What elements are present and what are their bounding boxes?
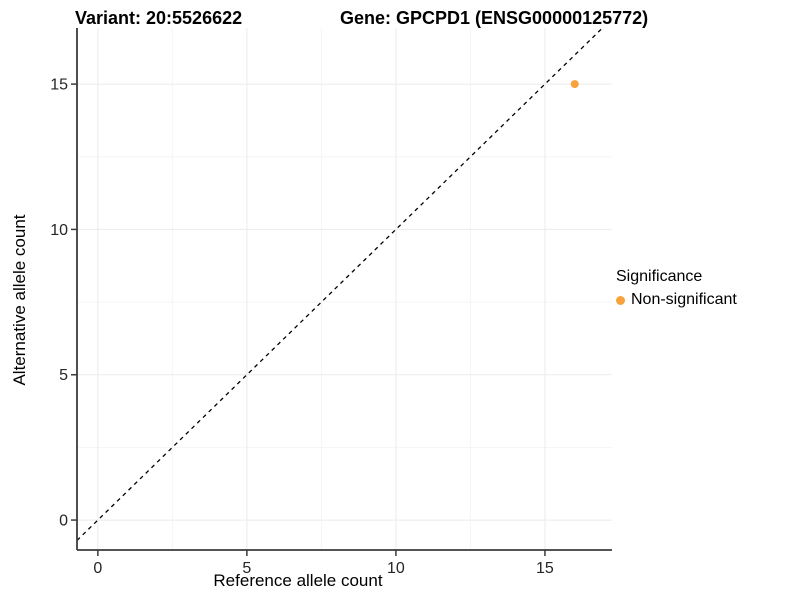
legend: Significance Non-significant — [616, 268, 737, 309]
legend-point-swatch-icon — [616, 295, 625, 305]
y-tick-label: 5 — [59, 367, 68, 384]
y-tick-label: 15 — [50, 77, 68, 94]
y-tick-label: 10 — [50, 222, 68, 239]
gene-title: Gene: GPCPD1 (ENSG00000125772) — [340, 8, 649, 28]
y-tick-label: 0 — [59, 513, 68, 530]
legend-title: Significance — [616, 268, 703, 285]
x-tick-label: 15 — [536, 560, 554, 577]
data-point — [570, 80, 579, 89]
legend-item-label: Non-significant — [631, 291, 737, 308]
variant-title: Variant: 20:5526622 — [75, 8, 243, 28]
x-axis-label: Reference allele count — [213, 571, 383, 590]
legend-item: Non-significant — [616, 291, 737, 309]
x-tick-label: 5 — [242, 560, 251, 577]
y-axis-label: Alternative allele count — [10, 214, 29, 386]
identity-dashed-line — [76, 27, 603, 541]
x-tick-label: 0 — [93, 560, 102, 577]
x-tick-label: 10 — [387, 560, 405, 577]
